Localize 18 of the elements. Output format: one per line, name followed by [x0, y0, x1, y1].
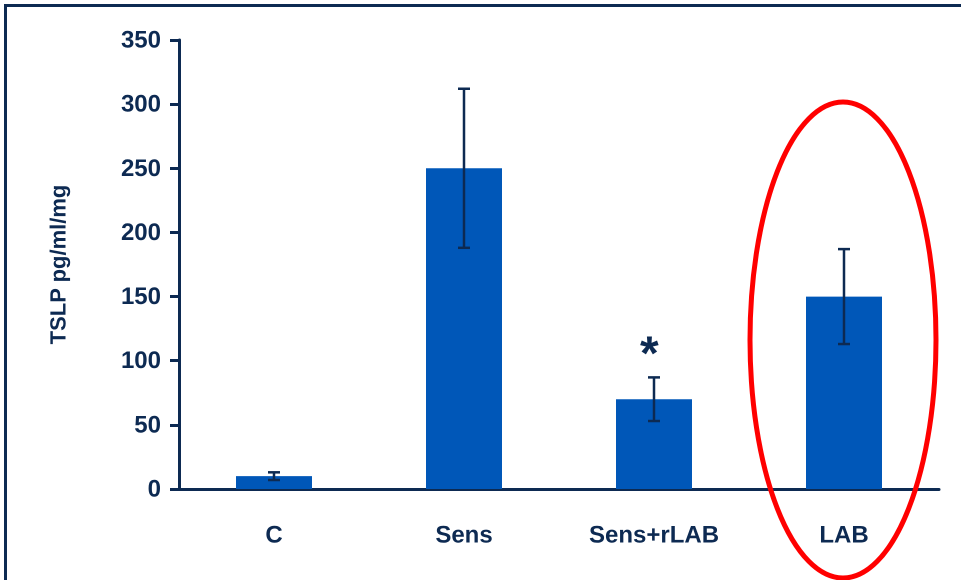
y-tick-label: 150: [120, 283, 161, 310]
y-tick-label: 50: [134, 411, 161, 438]
y-axis-title: TSLP pg/ml/mg: [46, 184, 70, 344]
bar: [806, 296, 882, 489]
bar: [236, 476, 312, 489]
y-tick-label: 350: [120, 26, 161, 54]
annotation: *: [640, 328, 659, 380]
x-tick-label: Sens+rLAB: [588, 522, 720, 548]
y-tick-label: 250: [120, 154, 161, 182]
bar: [426, 168, 502, 489]
y-tick-label: 100: [120, 347, 161, 374]
y-tick-label: 0: [148, 476, 161, 502]
x-tick-label: Sens: [435, 522, 493, 548]
x-tick-label: LAB: [819, 522, 869, 548]
bar: [616, 399, 692, 489]
y-tick-label: 200: [120, 218, 161, 246]
x-tick-label: C: [265, 522, 283, 548]
y-tick-label: 300: [120, 90, 161, 118]
